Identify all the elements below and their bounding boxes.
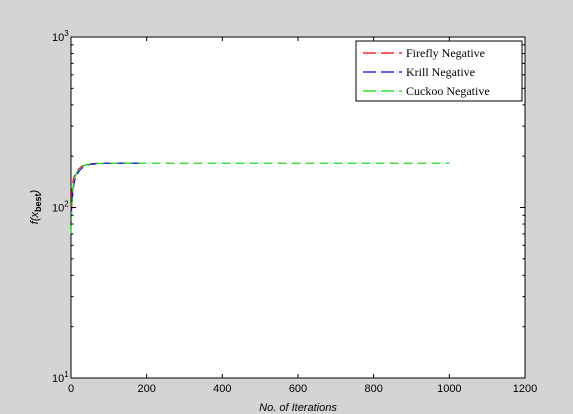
data-layer (70, 162, 450, 234)
x-axis-label: No. of Iterations (259, 402, 337, 414)
x-tick-label: 1200 (513, 383, 537, 395)
x-tick-label: 400 (213, 383, 231, 395)
x-ticks: 0 200 400 600 800 1000 1200 (68, 37, 537, 395)
x-tick-label: 600 (289, 383, 307, 395)
y-tick-label: 103 (52, 29, 69, 44)
y-tick-label: 102 (52, 200, 69, 215)
y-ticks: 101 102 103 (52, 29, 525, 385)
legend-label: Firefly Negative (406, 46, 485, 60)
x-tick-label: 800 (364, 383, 382, 395)
legend-label: Krill Negative (406, 65, 475, 79)
x-tick-label: 0 (68, 383, 74, 395)
x-tick-label: 200 (137, 383, 155, 395)
legend-label: Cuckoo Negative (406, 84, 490, 98)
y-axis-label: f(xbest) (29, 189, 43, 224)
y-tick-label: 101 (52, 370, 69, 385)
legend: Firefly Negative Krill Negative Cuckoo Neg… (355, 40, 523, 102)
x-tick-label: 1000 (437, 383, 461, 395)
